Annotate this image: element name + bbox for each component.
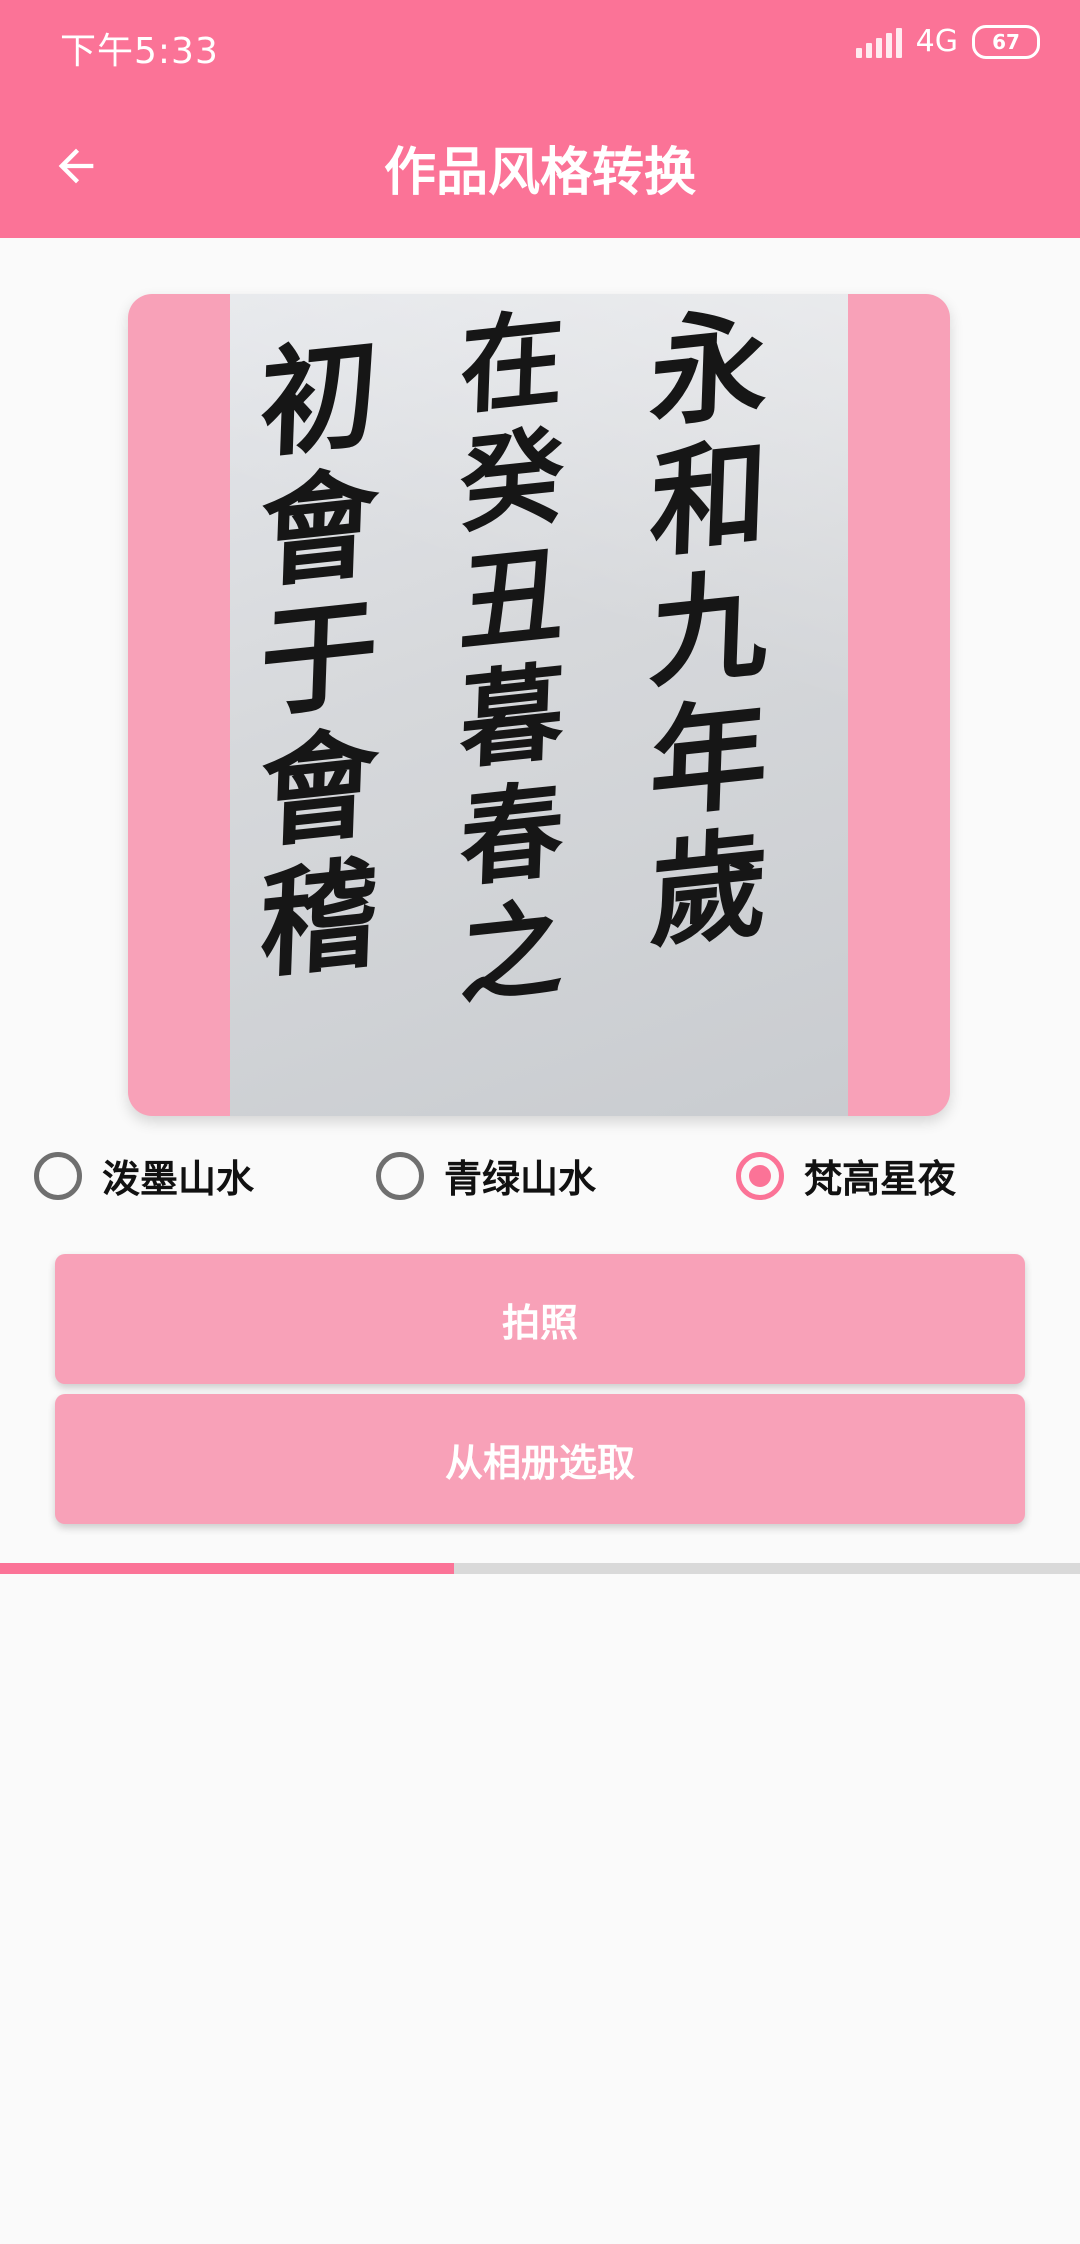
- calligraphy-column: 初會于會稽: [257, 322, 381, 995]
- progress-bar: [0, 1563, 1080, 1574]
- calligraphy-char: 于: [257, 582, 381, 735]
- battery-icon: 67: [972, 24, 1040, 59]
- radio-label: 青绿山水: [444, 1156, 597, 1201]
- calligraphy-char: 春: [458, 766, 566, 902]
- calligraphy-char: 癸: [458, 412, 566, 548]
- image-preview-card[interactable]: 永和九年歲 在癸丑暮春之 初會于會稽: [128, 294, 950, 1116]
- status-bar: 下午5:33 4G 67: [0, 0, 1080, 90]
- take-photo-button[interactable]: 拍照: [55, 1254, 1025, 1384]
- calligraphy-char: 暮: [458, 648, 566, 784]
- progress-fill: [0, 1563, 454, 1574]
- battery-level: 67: [992, 29, 1020, 54]
- calligraphy-photo: 永和九年歲 在癸丑暮春之 初會于會稽: [230, 294, 848, 1116]
- calligraphy-column: 在癸丑暮春之: [458, 295, 566, 1020]
- calligraphy-char: 永: [647, 294, 771, 445]
- calligraphy-char: 年: [647, 682, 771, 835]
- calligraphy-char: 初: [257, 322, 381, 475]
- calligraphy-char: 在: [458, 294, 566, 430]
- choose-album-button[interactable]: 从相册选取: [55, 1394, 1025, 1524]
- signal-icon: [855, 26, 902, 58]
- calligraphy-char: 會: [257, 452, 381, 605]
- network-label: 4G: [915, 24, 958, 59]
- calligraphy-char: 之: [458, 884, 566, 1020]
- calligraphy-char: 會: [257, 712, 381, 865]
- status-indicators: 4G 67: [855, 24, 1040, 59]
- radio-option-qinglv[interactable]: 青绿山水: [376, 1148, 596, 1203]
- radio-checked-icon[interactable]: [736, 1151, 784, 1200]
- calligraphy-char: 歲: [647, 812, 771, 965]
- calligraphy-char: 和: [647, 422, 771, 575]
- radio-label: 梵高星夜: [804, 1156, 957, 1201]
- app-bar: 作品风格转换: [0, 90, 1080, 238]
- back-button[interactable]: [36, 126, 116, 206]
- radio-option-vangogh[interactable]: 梵高星夜: [736, 1148, 956, 1203]
- radio-option-pomo[interactable]: 泼墨山水: [34, 1148, 254, 1203]
- calligraphy-char: 九: [647, 552, 771, 705]
- arrow-left-icon: [58, 148, 94, 184]
- calligraphy-column: 永和九年歲: [647, 294, 771, 965]
- radio-circle-icon[interactable]: [34, 1151, 82, 1200]
- page-title: 作品风格转换: [383, 142, 696, 203]
- calligraphy-char: 稽: [257, 842, 381, 995]
- style-radio-group: 泼墨山水 青绿山水 梵高星夜: [0, 1148, 1080, 1208]
- status-time: 下午5:33: [60, 31, 219, 72]
- radio-label: 泼墨山水: [102, 1156, 255, 1201]
- radio-circle-icon[interactable]: [376, 1151, 424, 1200]
- calligraphy-char: 丑: [458, 530, 566, 666]
